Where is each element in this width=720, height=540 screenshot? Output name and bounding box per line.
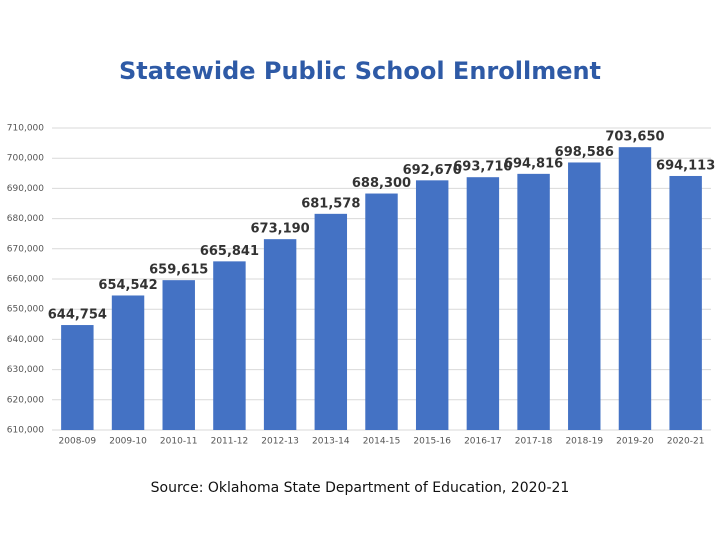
- x-tick-label: 2015-16: [413, 437, 451, 447]
- value-label: 693,710: [453, 160, 512, 175]
- bar: [568, 162, 601, 430]
- value-label: 681,578: [301, 196, 360, 211]
- value-label: 654,542: [98, 278, 157, 293]
- x-tick-label: 2008-09: [59, 437, 97, 447]
- value-label: 703,650: [605, 130, 664, 145]
- bar: [415, 180, 449, 430]
- y-tick-label: 620,000: [7, 395, 44, 405]
- value-label: 688,300: [352, 176, 411, 191]
- bar: [314, 213, 348, 430]
- y-tick-label: 680,000: [7, 214, 44, 224]
- y-tick-label: 630,000: [7, 365, 44, 375]
- x-tick-label: 2018-19: [565, 437, 603, 447]
- x-tick-label: 2019-20: [616, 437, 654, 447]
- x-tick-label: 2017-18: [515, 437, 553, 447]
- value-label: 673,190: [251, 222, 310, 237]
- y-tick-label: 640,000: [7, 335, 44, 345]
- x-tick-label: 2010-11: [160, 437, 198, 447]
- y-tick-label: 650,000: [7, 305, 44, 315]
- bar: [111, 295, 145, 430]
- x-tick-label: 2016-17: [464, 437, 502, 447]
- value-label: 692,670: [403, 163, 462, 178]
- bar: [61, 325, 94, 430]
- bar: [162, 280, 195, 430]
- value-label: 694,816: [504, 156, 563, 171]
- value-label: 698,586: [555, 145, 614, 160]
- bar: [466, 177, 500, 430]
- value-label: 694,113: [656, 158, 715, 173]
- bar: [669, 175, 702, 430]
- x-tick-label: 2013-14: [312, 437, 350, 447]
- x-tick-label: 2011-12: [211, 437, 249, 447]
- y-tick-label: 690,000: [7, 184, 44, 194]
- chart-title: Statewide Public School Enrollment: [119, 57, 601, 85]
- value-label: 659,615: [149, 263, 208, 278]
- y-tick-label: 660,000: [7, 275, 44, 285]
- y-tick-label: 670,000: [7, 244, 44, 254]
- y-tick-label: 700,000: [7, 154, 44, 164]
- value-label: 665,841: [200, 244, 259, 259]
- bar: [263, 239, 297, 430]
- y-tick-label: 610,000: [7, 426, 44, 436]
- x-tick-label: 2012-13: [261, 437, 299, 447]
- x-tick-label: 2020-21: [667, 437, 705, 447]
- y-tick-label: 710,000: [7, 124, 44, 134]
- bar: [365, 193, 398, 430]
- x-tick-label: 2014-15: [363, 437, 401, 447]
- bar: [517, 173, 550, 430]
- x-tick-label: 2009-10: [109, 437, 147, 447]
- bar: [618, 147, 652, 430]
- source-note: Source: Oklahoma State Department of Edu…: [151, 480, 570, 496]
- value-label: 644,754: [48, 308, 107, 323]
- bar: [213, 261, 246, 430]
